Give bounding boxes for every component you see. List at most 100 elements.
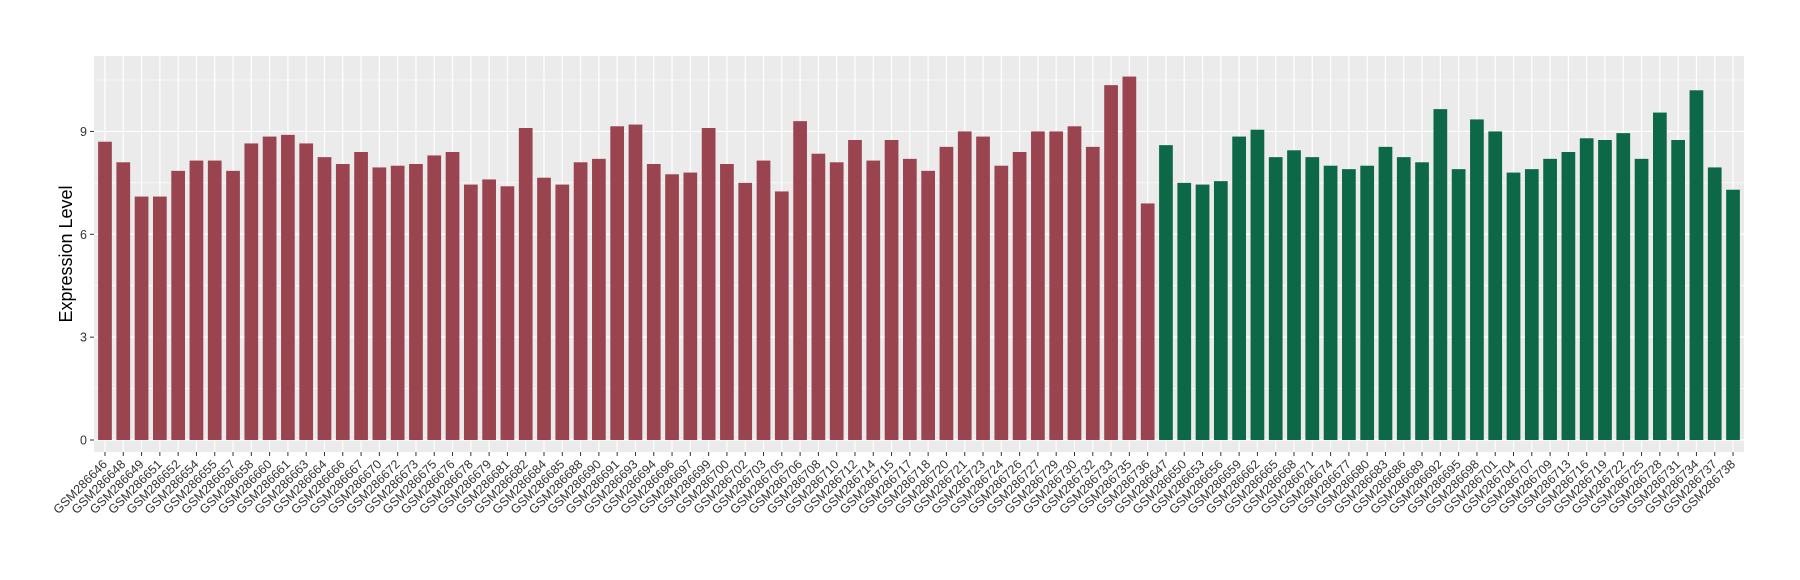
bar-GSM286662 [1250, 129, 1265, 440]
bar-GSM286670 [372, 167, 387, 440]
bar-GSM286667 [354, 152, 368, 440]
bar-GSM286707 [1524, 169, 1539, 440]
bar-GSM286729 [1049, 131, 1064, 440]
bar-GSM286695 [1451, 169, 1466, 440]
bar-GSM286698 [1470, 119, 1484, 440]
bar-GSM286665 [1268, 157, 1283, 440]
bar-GSM286701 [1488, 131, 1503, 440]
bar-GSM286678 [463, 184, 478, 440]
bar-GSM286714 [866, 160, 881, 441]
bar-GSM286709 [1543, 158, 1557, 440]
bar-GSM286738 [1726, 189, 1740, 440]
bar-GSM286736 [1140, 203, 1155, 440]
bar-GSM286672 [390, 165, 405, 440]
bar-GSM286682 [518, 128, 533, 440]
bar-GSM286683 [1378, 146, 1393, 440]
bar-GSM286660 [262, 136, 277, 441]
bar-GSM286713 [1561, 152, 1576, 440]
bar-GSM286712 [848, 140, 862, 440]
bar-GSM286724 [994, 165, 1009, 440]
bar-GSM286655 [207, 160, 222, 441]
bar-GSM286716 [1579, 138, 1594, 441]
bar-GSM286719 [1598, 140, 1612, 440]
y-tick-label: 3 [80, 331, 87, 345]
bar-GSM286703 [756, 160, 771, 441]
x-axis: GSM286646GSM286648GSM286649GSM286651GSM2… [51, 452, 1738, 517]
bar-GSM286663 [299, 143, 314, 440]
bar-GSM286722 [1616, 133, 1631, 440]
bar-GSM286734 [1689, 90, 1704, 441]
bar-GSM286730 [1067, 126, 1082, 441]
bars [98, 76, 1740, 441]
y-axis-title: Expression Level [56, 185, 76, 322]
bar-GSM286648 [116, 162, 131, 441]
bar-GSM286704 [1506, 172, 1521, 441]
bar-GSM286650 [1177, 182, 1192, 440]
bar-GSM286697 [683, 172, 698, 441]
bar-GSM286710 [829, 162, 844, 441]
bar-GSM286651 [152, 196, 167, 440]
bar-GSM286726 [1012, 152, 1027, 440]
bar-GSM286692 [1433, 109, 1448, 441]
bar-GSM286653 [1195, 184, 1210, 440]
bar-GSM286686 [1396, 157, 1411, 440]
bar-GSM286715 [884, 140, 899, 440]
bar-GSM286737 [1707, 167, 1722, 440]
bar-GSM286668 [1287, 150, 1301, 441]
bar-GSM286702 [738, 182, 753, 440]
bar-GSM286658 [244, 143, 259, 440]
bar-GSM286688 [573, 162, 588, 441]
bar-GSM286680 [1360, 165, 1375, 440]
bar-GSM286690 [592, 158, 606, 440]
y-axis: 0 3 6 9 [80, 125, 94, 448]
bar-GSM286705 [774, 191, 789, 440]
bar-GSM286664 [317, 157, 332, 440]
y-tick-label: 6 [80, 228, 87, 242]
bar-GSM286718 [921, 170, 936, 440]
bar-GSM286674 [1323, 165, 1338, 440]
bar-GSM286677 [1342, 169, 1356, 440]
bar-GSM286735 [1122, 76, 1137, 441]
bar-GSM286657 [226, 170, 240, 440]
bar-GSM286723 [976, 136, 990, 441]
bar-GSM286717 [902, 158, 917, 440]
bar-GSM286693 [628, 124, 643, 441]
bar-GSM286694 [646, 164, 661, 440]
bar-GSM286659 [1232, 136, 1246, 441]
bar-GSM286673 [409, 164, 423, 440]
bar-GSM286646 [98, 141, 112, 440]
bar-GSM286720 [939, 146, 954, 440]
bar-GSM286733 [1104, 85, 1118, 441]
bar-GSM286676 [445, 152, 460, 440]
bar-GSM286679 [482, 179, 496, 440]
minor-gridlines [94, 79, 1744, 389]
bar-GSM286725 [1634, 158, 1649, 440]
bar-GSM286728 [1652, 112, 1667, 441]
bar-GSM286656 [1213, 181, 1228, 440]
bar-GSM286681 [500, 186, 515, 440]
bar-GSM286666 [335, 164, 350, 440]
y-tick-label: 0 [80, 434, 87, 448]
bar-GSM286661 [281, 134, 295, 440]
bar-GSM286696 [665, 174, 679, 441]
bar-GSM286675 [427, 155, 442, 440]
bar-GSM286654 [189, 160, 204, 441]
bar-GSM286731 [1671, 140, 1686, 440]
bar-GSM286691 [610, 126, 625, 441]
bar-GSM286647 [1159, 145, 1173, 440]
bar-GSM286706 [793, 121, 807, 441]
bar-GSM286652 [171, 170, 186, 440]
bar-GSM286732 [1085, 146, 1100, 440]
bar-GSM286649 [134, 196, 149, 440]
bar-GSM286700 [720, 164, 734, 440]
bar-GSM286699 [701, 128, 716, 440]
bar-GSM286685 [555, 184, 570, 440]
y-tick-label: 9 [80, 125, 87, 139]
bar-GSM286708 [811, 153, 826, 440]
bar-GSM286689 [1415, 162, 1429, 441]
bar-GSM286671 [1305, 157, 1320, 440]
plot-panel [94, 56, 1744, 452]
bar-GSM286721 [957, 131, 972, 440]
bar-GSM286727 [1031, 131, 1045, 440]
